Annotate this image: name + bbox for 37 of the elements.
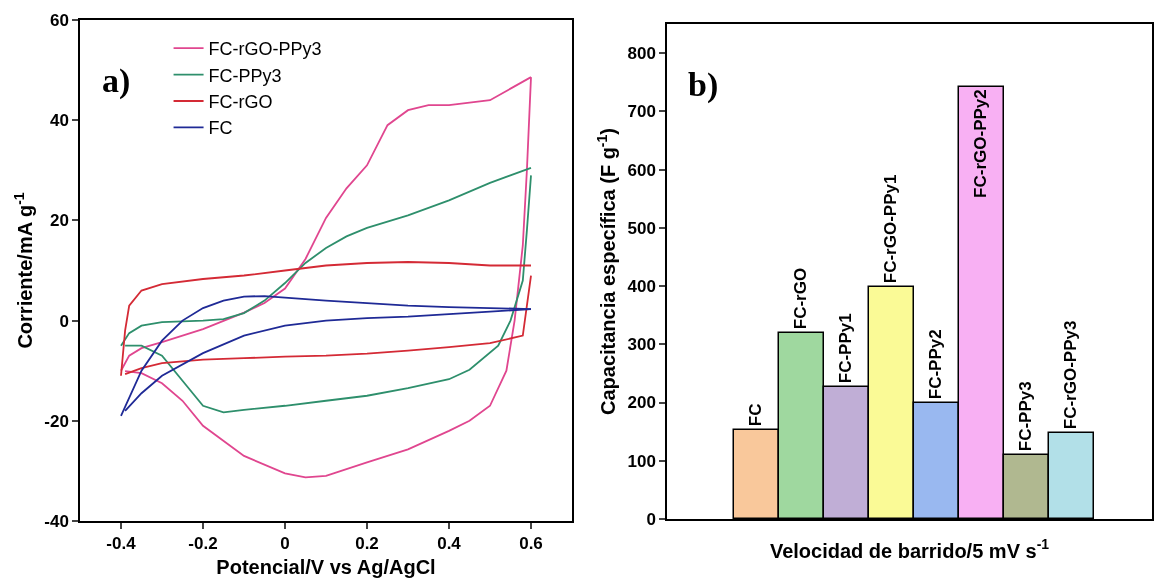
x-axis-title: Potencial/V vs Ag/AgCl <box>216 556 436 579</box>
x-axis-title: Velocidad de barrido/5 mV s$^{-1}$ <box>769 536 1050 562</box>
x-tick-label: 0.6 <box>519 534 543 554</box>
y-tick-label: -40 <box>44 511 69 531</box>
legend-label: FC-PPy3 <box>208 65 282 86</box>
y-tick-label: 60 <box>49 10 69 30</box>
y-tick-label: 700 <box>627 102 656 122</box>
legend-label: FC-rGO <box>208 92 273 113</box>
category-label: FC-rGO-PPy2 <box>971 89 991 198</box>
legend-label: FC-rGO-PPy3 <box>208 39 322 60</box>
x-tick-label: 0.2 <box>355 534 379 554</box>
y-tick-label: 0 <box>646 509 656 529</box>
y-tick-label: 800 <box>627 44 656 64</box>
category-label: FC <box>746 403 766 427</box>
y-tick-label: -20 <box>44 411 69 431</box>
x-tick-label: -0.2 <box>188 534 218 554</box>
y-tick-label: 300 <box>627 335 656 355</box>
y-tick-label: 100 <box>627 451 656 471</box>
x-tick-label: 0.4 <box>437 534 462 554</box>
y-tick-label: 20 <box>49 211 69 231</box>
legend-label: FC <box>208 118 233 139</box>
y-tick-label: 40 <box>49 111 69 131</box>
x-tick-label: 0 <box>280 534 290 554</box>
y-tick-label: 200 <box>627 393 656 413</box>
category-label: FC-rGO-PPy1 <box>881 174 901 284</box>
annotation: a) <box>102 62 131 100</box>
category-label: FC-PPy3 <box>1016 381 1036 452</box>
y-tick-label: 500 <box>627 218 656 238</box>
x-tick-label: -0.4 <box>106 534 137 554</box>
text: b) <box>688 66 719 104</box>
y-tick-label: 400 <box>627 277 656 297</box>
y-tick-label: 0 <box>59 311 69 331</box>
category-label: FC-rGO <box>791 267 811 330</box>
y-tick-label: 600 <box>627 160 656 180</box>
category-label: FC-rGO-PPy3 <box>1061 320 1081 430</box>
category-label: FC-PPy1 <box>836 313 856 384</box>
category-label: FC-PPy2 <box>926 329 946 400</box>
